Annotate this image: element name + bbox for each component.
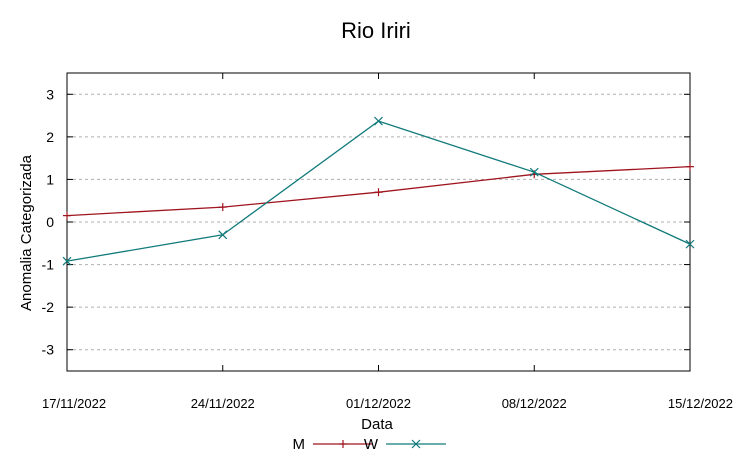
y-tick-label: -2 xyxy=(42,299,55,315)
series-W-group xyxy=(62,116,695,266)
series-M-group xyxy=(63,162,694,220)
legend-label: W xyxy=(364,436,379,453)
x-tick-label: 17/11/2022 xyxy=(42,396,106,411)
grid-lines xyxy=(66,73,691,371)
series-W-point xyxy=(62,256,72,266)
x-axis-label: Data xyxy=(361,416,393,433)
plot-frame xyxy=(66,72,691,372)
x-tick-labels: 17/11/2022 24/11/2022 01/12/2022 08/12/2022… xyxy=(42,396,733,411)
chart-title: Rio Iriri xyxy=(341,18,411,43)
y-tick-label: 3 xyxy=(46,86,54,102)
x-tick-label: 15/12/2022 xyxy=(668,396,733,411)
y-tick-label: -1 xyxy=(42,257,55,273)
series-group xyxy=(62,116,695,266)
legend-marker xyxy=(411,439,421,449)
y-tick-label: 0 xyxy=(46,214,54,230)
y-tick-label: 2 xyxy=(46,129,54,145)
y-axis-label: Anomalia Categorizada xyxy=(18,154,35,311)
x-tick-label: 01/12/2022 xyxy=(346,396,411,411)
y-tick-labels: 3 2 1 0 -1 -2 -3 xyxy=(42,86,55,357)
series-W-point xyxy=(218,230,228,240)
y-tick-label: 1 xyxy=(46,171,54,187)
y-tick-label: -3 xyxy=(42,342,55,358)
x-tick-label: 24/11/2022 xyxy=(191,396,255,411)
x-tick-label: 08/12/2022 xyxy=(502,396,567,411)
series-W-point xyxy=(529,167,539,177)
legend-label: M xyxy=(293,436,306,453)
series-W-point xyxy=(374,116,383,126)
series-W-point xyxy=(685,239,695,249)
